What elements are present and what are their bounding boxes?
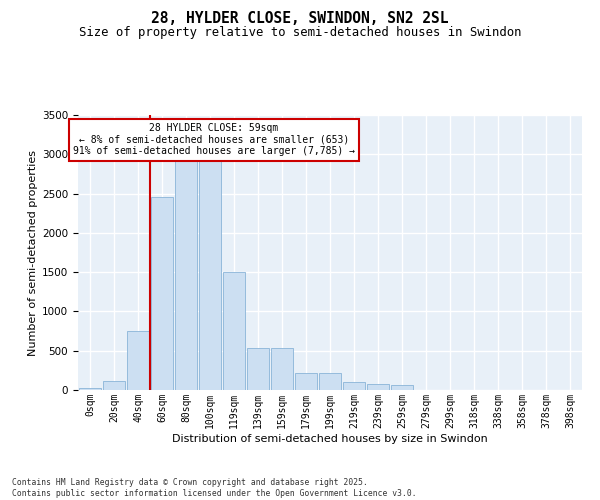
Bar (199, 158, 221, 390)
Bar (343, 382, 365, 390)
Bar (223, 272, 245, 390)
Text: 28 HYLDER CLOSE: 59sqm
← 8% of semi-detached houses are smaller (653)
91% of sem: 28 HYLDER CLOSE: 59sqm ← 8% of semi-deta… (73, 123, 355, 156)
Bar (175, 154, 197, 390)
Bar (79, 388, 101, 390)
Bar (391, 386, 413, 390)
Bar (151, 198, 173, 390)
X-axis label: Distribution of semi-detached houses by size in Swindon: Distribution of semi-detached houses by … (172, 434, 488, 444)
Bar (271, 348, 293, 390)
Bar (127, 331, 149, 390)
Text: Size of property relative to semi-detached houses in Swindon: Size of property relative to semi-detach… (79, 26, 521, 39)
Bar (103, 380, 125, 390)
Bar (295, 372, 317, 390)
Bar (319, 372, 341, 390)
Bar (367, 384, 389, 390)
Text: Contains HM Land Registry data © Crown copyright and database right 2025.
Contai: Contains HM Land Registry data © Crown c… (12, 478, 416, 498)
Y-axis label: Number of semi-detached properties: Number of semi-detached properties (28, 150, 38, 356)
Text: 28, HYLDER CLOSE, SWINDON, SN2 2SL: 28, HYLDER CLOSE, SWINDON, SN2 2SL (151, 11, 449, 26)
Bar (247, 348, 269, 390)
